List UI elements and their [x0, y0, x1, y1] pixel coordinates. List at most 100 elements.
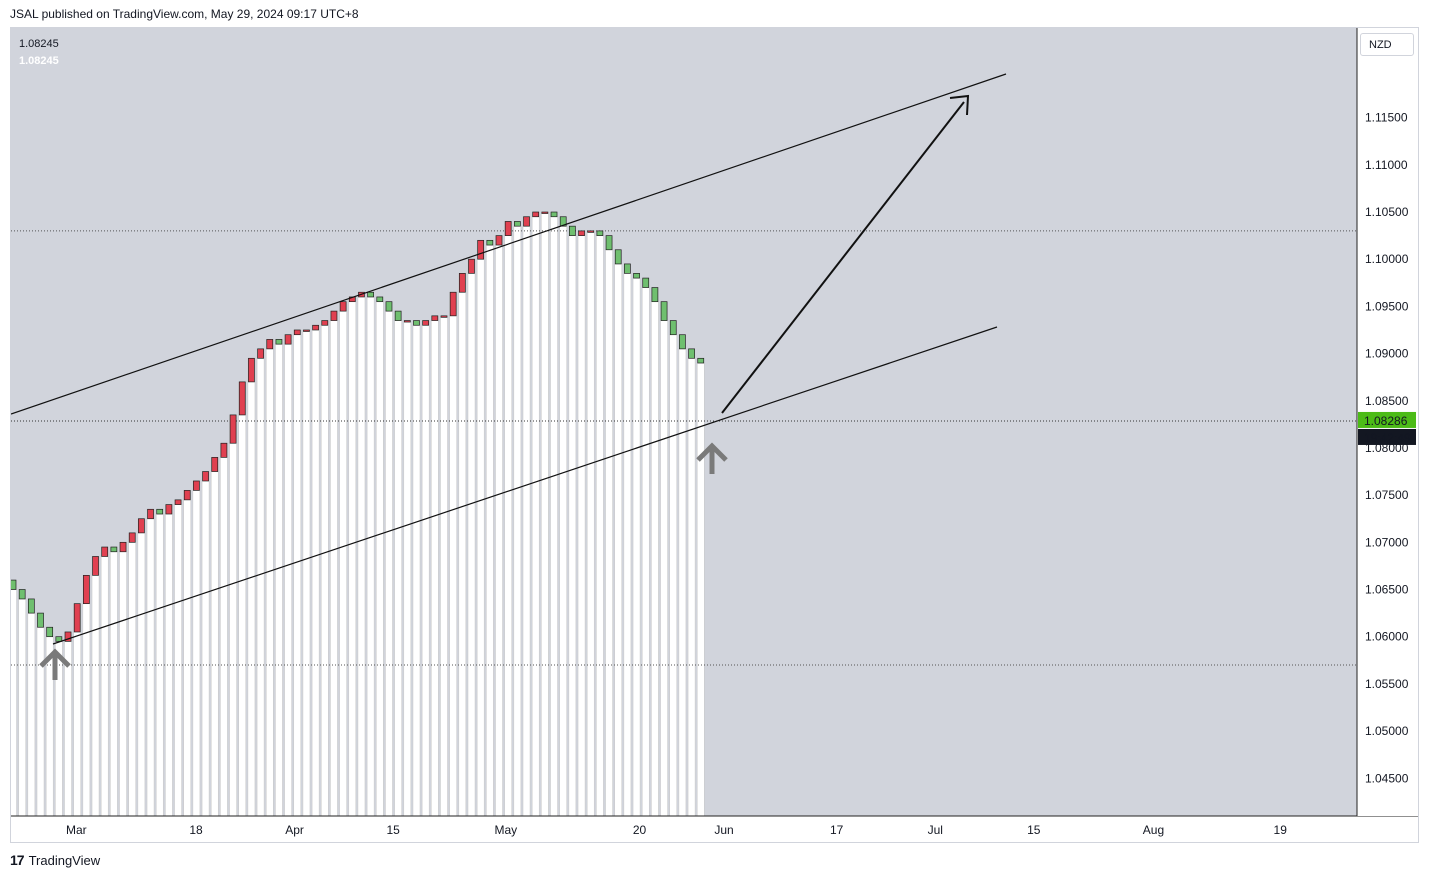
bounce-marker-right-head	[696, 442, 728, 462]
y-tick-label: 1.07500	[1365, 488, 1409, 502]
area-column	[165, 504, 173, 817]
candle	[183, 490, 191, 501]
candle	[394, 310, 402, 321]
area-column	[522, 216, 531, 817]
area-column	[174, 499, 182, 817]
candle	[257, 348, 264, 359]
candle	[330, 310, 338, 321]
currency-button[interactable]: NZD	[1360, 33, 1414, 56]
area-column	[137, 518, 146, 817]
candle	[486, 239, 494, 246]
area-column	[486, 244, 494, 817]
area-column	[357, 291, 366, 817]
candle	[504, 221, 512, 236]
footer-brand[interactable]: TradingView	[28, 852, 101, 868]
candle	[559, 216, 567, 227]
area-column	[128, 532, 136, 817]
x-tick-label: 20	[633, 823, 647, 837]
candle	[138, 518, 145, 534]
projection-arrow-head	[949, 94, 970, 116]
candle	[541, 211, 549, 214]
x-tick-label: Apr	[285, 823, 304, 837]
publish-info: JSAL published on TradingView.com, May 2…	[10, 7, 359, 21]
x-tick-label: 17	[830, 823, 844, 837]
candle	[523, 216, 530, 227]
area-column	[531, 211, 540, 817]
x-tick-label: 15	[1027, 823, 1041, 837]
area-column	[641, 287, 650, 817]
area-column	[100, 546, 109, 817]
x-tick-label: 19	[1274, 823, 1288, 837]
area-column	[229, 414, 237, 817]
candle	[468, 258, 475, 274]
candle	[376, 296, 384, 303]
projection-arrow-shaft	[721, 101, 965, 414]
candle	[495, 235, 503, 246]
area-column	[155, 513, 164, 817]
candle	[46, 626, 54, 638]
candle	[92, 556, 99, 576]
area-column	[11, 589, 17, 817]
candle	[339, 301, 347, 312]
price-badge	[1358, 411, 1416, 428]
area-column	[183, 490, 191, 817]
area-column	[458, 273, 467, 817]
candle	[697, 357, 705, 364]
candle	[550, 211, 558, 218]
area-column	[541, 211, 549, 817]
lower-channel-line	[52, 326, 998, 645]
area-column	[678, 348, 687, 817]
area-column	[651, 301, 659, 817]
legend-value-secondary: 1.08245	[19, 55, 59, 67]
candle	[688, 348, 695, 359]
area-column	[476, 240, 485, 817]
area-column	[339, 301, 347, 817]
x-tick-label: Mar	[66, 823, 87, 837]
countdown-label: 19:42:49	[1364, 431, 1411, 445]
candle	[669, 320, 677, 336]
area-column	[394, 320, 402, 817]
area-column	[238, 381, 246, 817]
x-tick-label: May	[494, 823, 517, 837]
x-tick-label: 18	[189, 823, 203, 837]
area-column	[348, 296, 357, 817]
y-tick-label: 1.06500	[1365, 583, 1409, 597]
candle	[514, 221, 521, 227]
countdown-badge	[1358, 428, 1416, 445]
area-column	[275, 343, 283, 817]
area-column	[385, 310, 393, 817]
area-column	[91, 556, 100, 817]
area-column	[632, 277, 641, 817]
candle	[385, 301, 393, 312]
x-tick-label: 15	[386, 823, 400, 837]
y-tick-label: 1.09000	[1365, 347, 1409, 361]
area-column	[266, 339, 274, 817]
x-tick-label: Aug	[1143, 823, 1164, 837]
candle	[27, 598, 35, 614]
area-column	[110, 551, 118, 817]
area-column	[669, 334, 677, 817]
area-column	[412, 325, 421, 817]
candle	[303, 329, 310, 332]
area-column	[192, 480, 201, 817]
candle	[238, 381, 246, 416]
area-column	[623, 273, 632, 817]
price-badge-label: 1.08286	[1364, 414, 1408, 428]
candle	[651, 287, 659, 303]
area-column	[366, 296, 375, 817]
candle	[156, 508, 164, 515]
area-column	[321, 320, 329, 817]
area-column	[550, 216, 558, 817]
y-tick-label: 1.08500	[1365, 394, 1409, 408]
upper-channel-line	[11, 73, 1007, 415]
chart-frame[interactable]: 1.11500 1.11000 1.10500 1.10000 1.09500 1.090…	[10, 27, 1419, 843]
area-column	[440, 315, 448, 817]
area-column	[146, 509, 155, 817]
x-tick-label: Jul	[928, 823, 943, 837]
candle	[293, 329, 301, 336]
x-tick-label: Jun	[714, 823, 733, 837]
area-column	[82, 575, 91, 817]
area-column	[559, 225, 567, 817]
chart-canvas[interactable]: 1.11500 1.11000 1.10500 1.10000 1.09500 1.090…	[11, 28, 1419, 843]
area-column	[201, 471, 210, 817]
